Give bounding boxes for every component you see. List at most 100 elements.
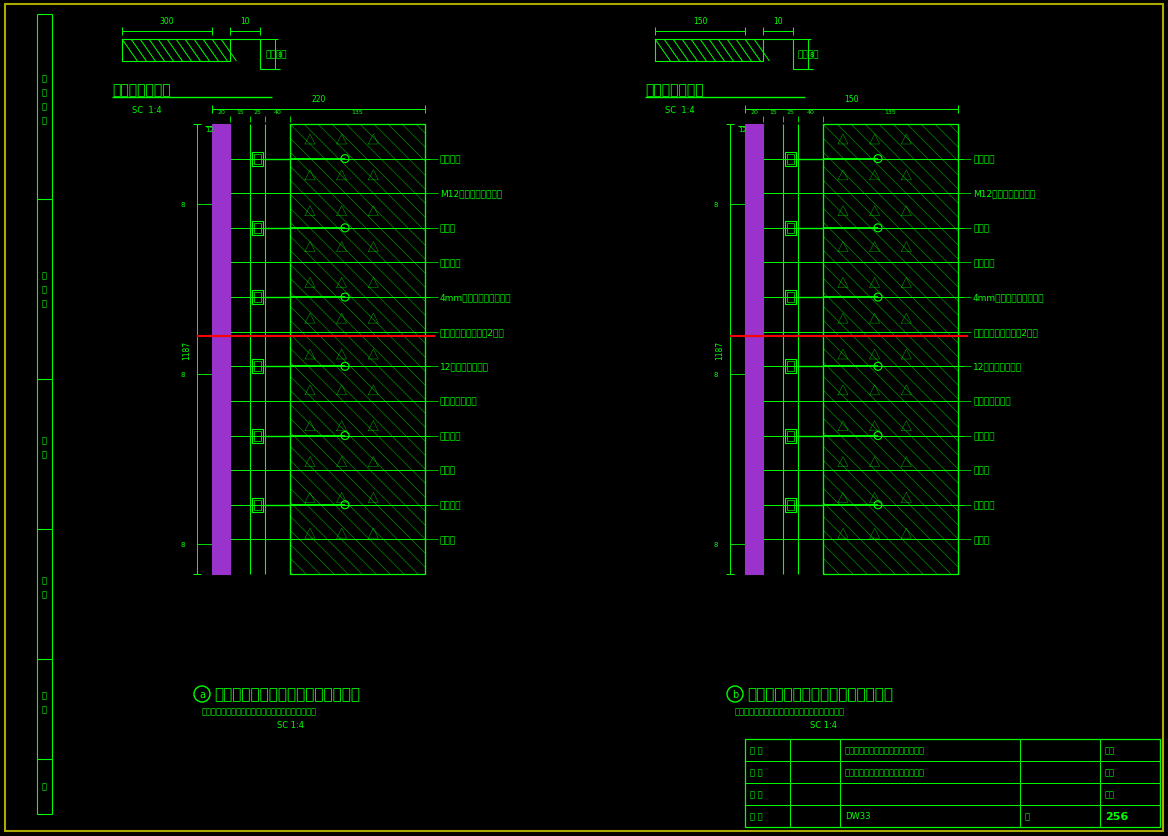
Text: 20: 20 bbox=[217, 110, 225, 115]
Text: 135: 135 bbox=[884, 110, 896, 115]
Text: 防漏水层: 防漏水层 bbox=[973, 431, 994, 441]
Text: 12: 12 bbox=[206, 127, 214, 133]
Text: 150: 150 bbox=[693, 17, 708, 26]
Bar bbox=[252, 222, 263, 236]
Text: 220: 220 bbox=[312, 95, 326, 104]
Text: SC 1:4: SC 1:4 bbox=[277, 720, 304, 729]
Text: 8: 8 bbox=[181, 542, 185, 548]
Text: 缆线备管: 缆线备管 bbox=[265, 50, 286, 59]
Text: a: a bbox=[199, 689, 206, 699]
Text: 菁钉模板: 菁钉模板 bbox=[973, 501, 994, 510]
Bar bbox=[785, 429, 797, 443]
Bar bbox=[252, 429, 263, 443]
Text: 号: 号 bbox=[42, 782, 47, 791]
Bar bbox=[785, 291, 797, 304]
Text: 审 核: 审 核 bbox=[750, 767, 763, 777]
Text: 150: 150 bbox=[844, 95, 858, 104]
Text: 锁外钉钉（每个构件2个）: 锁外钉钉（每个构件2个） bbox=[440, 328, 505, 337]
Bar bbox=[252, 498, 263, 512]
Text: 12厉耐候密封板材: 12厉耐候密封板材 bbox=[973, 362, 1022, 371]
Bar bbox=[823, 125, 958, 574]
Bar bbox=[253, 223, 260, 233]
Text: 锁挂件: 锁挂件 bbox=[973, 535, 989, 544]
Text: 20: 20 bbox=[750, 110, 758, 115]
Text: 干挂瓷砖标准分格横剖节点图（二）: 干挂瓷砖标准分格横剖节点图（二） bbox=[748, 686, 894, 701]
Text: 图名: 图名 bbox=[1105, 746, 1115, 755]
Text: 锐塑弹性边接件: 锐塑弹性边接件 bbox=[973, 397, 1010, 406]
Text: 境: 境 bbox=[42, 89, 47, 97]
Text: 工: 工 bbox=[42, 285, 47, 294]
Text: 审: 审 bbox=[42, 436, 47, 445]
Bar bbox=[785, 222, 797, 236]
Text: 8: 8 bbox=[714, 542, 718, 548]
Text: 设 计: 设 计 bbox=[750, 746, 763, 755]
Bar bbox=[787, 293, 794, 303]
Text: 锁角件: 锁角件 bbox=[973, 466, 989, 475]
Text: 256: 256 bbox=[1105, 811, 1128, 821]
Text: 40: 40 bbox=[807, 110, 814, 115]
Text: 干挂瓷砖标准分格横剖节点图（二）: 干挂瓷砖标准分格横剖节点图（二） bbox=[844, 767, 925, 777]
Text: 锁挂件: 锁挂件 bbox=[973, 224, 989, 233]
Text: 比 例: 比 例 bbox=[750, 812, 763, 820]
Text: 锁外钉钉（每个构件2个）: 锁外钉钉（每个构件2个） bbox=[973, 328, 1037, 337]
Text: 校 对: 校 对 bbox=[750, 789, 763, 798]
Text: 8: 8 bbox=[277, 52, 281, 58]
Text: 8: 8 bbox=[181, 371, 185, 378]
Text: DW33: DW33 bbox=[844, 812, 870, 820]
Bar bbox=[290, 125, 425, 574]
Text: 锐塑弹性边接件: 锐塑弹性边接件 bbox=[440, 397, 478, 406]
Text: 1187: 1187 bbox=[182, 340, 192, 359]
Text: 8: 8 bbox=[714, 201, 718, 208]
Text: 档: 档 bbox=[42, 691, 47, 700]
Text: 橡胶垂片: 橡胶垂片 bbox=[973, 258, 994, 268]
Text: 工程: 工程 bbox=[1105, 767, 1115, 777]
Text: 锁挂件: 锁挂件 bbox=[440, 535, 457, 544]
Bar bbox=[787, 500, 794, 510]
Text: SC  1:4: SC 1:4 bbox=[132, 105, 161, 115]
Bar bbox=[787, 155, 794, 165]
Text: 8: 8 bbox=[809, 52, 814, 58]
Text: 菁钉模板: 菁钉模板 bbox=[973, 155, 994, 164]
Text: 菁钉模板: 菁钉模板 bbox=[440, 155, 461, 164]
Bar bbox=[252, 359, 263, 374]
Bar bbox=[745, 125, 763, 574]
Text: 图: 图 bbox=[42, 299, 47, 308]
Text: 转角连接节点图: 转角连接节点图 bbox=[112, 83, 171, 97]
Bar bbox=[745, 739, 1160, 827]
Bar bbox=[252, 152, 263, 166]
Text: SC 1:4: SC 1:4 bbox=[809, 720, 837, 729]
Text: 干挂瓷砖标准分格横剖节点图（一）: 干挂瓷砖标准分格横剖节点图（一） bbox=[844, 746, 925, 755]
Text: 参: 参 bbox=[42, 102, 47, 111]
Text: 橡胶垂片: 橡胶垂片 bbox=[440, 258, 461, 268]
Text: 施: 施 bbox=[42, 271, 47, 280]
Bar bbox=[253, 431, 260, 441]
Text: M12机械锡栋菁钉模板: M12机械锡栋菁钉模板 bbox=[440, 190, 502, 198]
Bar bbox=[253, 293, 260, 303]
Text: 8: 8 bbox=[714, 371, 718, 378]
Text: 张: 张 bbox=[1026, 812, 1030, 820]
Text: 注：结构层未预留防火及设备孔洞，采用此图做法。: 注：结构层未预留防火及设备孔洞，采用此图做法。 bbox=[202, 706, 317, 716]
Text: 40: 40 bbox=[273, 110, 281, 115]
Text: 12厉耐候密封板材: 12厉耐候密封板材 bbox=[440, 362, 489, 371]
Text: 图: 图 bbox=[42, 589, 47, 599]
Text: 1187: 1187 bbox=[715, 340, 724, 359]
Bar bbox=[785, 152, 797, 166]
Text: 案: 案 bbox=[42, 705, 47, 714]
Text: 菁钉模板: 菁钉模板 bbox=[440, 501, 461, 510]
Text: M12机械锡栋菁钉模板: M12机械锡栋菁钉模板 bbox=[973, 190, 1035, 198]
Text: 制: 制 bbox=[42, 576, 47, 585]
Text: 防漏水层: 防漏水层 bbox=[440, 431, 461, 441]
Text: 25: 25 bbox=[253, 110, 262, 115]
Bar bbox=[253, 362, 260, 372]
Text: 8: 8 bbox=[181, 201, 185, 208]
Text: 135: 135 bbox=[352, 110, 363, 115]
Bar bbox=[213, 125, 230, 574]
Text: 25: 25 bbox=[786, 110, 794, 115]
Text: 4mm厚受力构件（锁按）: 4mm厚受力构件（锁按） bbox=[440, 293, 512, 303]
Bar bbox=[785, 498, 797, 512]
Text: 核: 核 bbox=[42, 450, 47, 459]
Text: 干挂瓷砖标准分格横剖节点图（一）: 干挂瓷砖标准分格横剖节点图（一） bbox=[214, 686, 360, 701]
Text: 15: 15 bbox=[236, 110, 244, 115]
Bar bbox=[121, 40, 230, 62]
Text: 图号: 图号 bbox=[1105, 789, 1115, 798]
